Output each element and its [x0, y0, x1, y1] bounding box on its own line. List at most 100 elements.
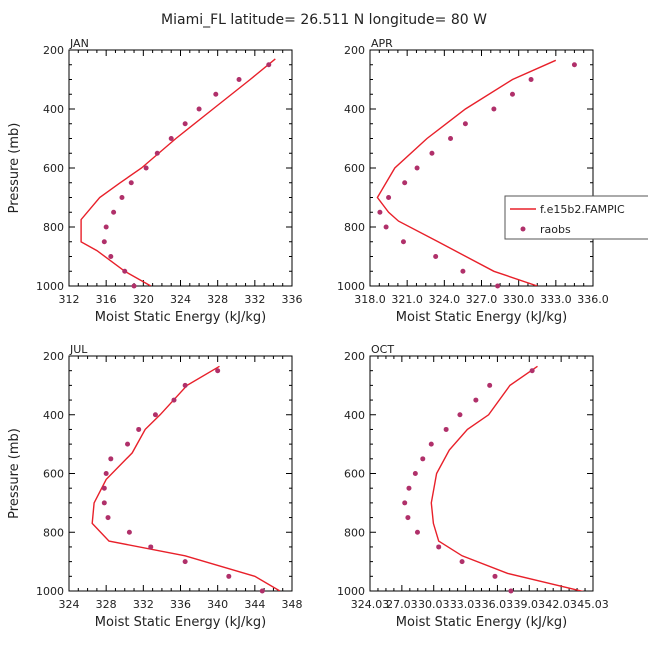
x-tick-label: 45.03: [577, 598, 609, 611]
raobs-point: [182, 121, 188, 127]
raobs-point: [105, 515, 111, 521]
y-tick-label: 200: [43, 350, 64, 363]
raobs-point: [405, 515, 411, 521]
raobs-point: [400, 239, 406, 245]
x-axis-label: Moist Static Energy (kJ/kg): [95, 615, 266, 630]
x-tick-label: 340: [207, 598, 228, 611]
raobs-point: [126, 529, 132, 535]
raobs-point: [406, 485, 412, 491]
x-tick-label: 316: [96, 293, 117, 306]
y-tick-label: 400: [344, 103, 365, 116]
raobs-point: [508, 588, 514, 594]
x-tick-label: 320: [133, 293, 154, 306]
x-axis-label: Moist Static Energy (kJ/kg): [95, 310, 266, 325]
y-axis-label: Pressure (mb): [7, 123, 22, 214]
y-tick-label: 1000: [337, 585, 365, 598]
raobs-point: [148, 544, 154, 550]
y-tick-label: 1000: [337, 280, 365, 293]
raobs-point: [182, 382, 188, 388]
raobs-point: [103, 224, 109, 230]
x-tick-label: 324.0: [429, 293, 461, 306]
raobs-point: [111, 209, 117, 215]
raobs-point: [383, 224, 389, 230]
raobs-point: [152, 412, 158, 418]
raobs-point: [460, 268, 466, 274]
raobs-point: [128, 180, 134, 186]
raobs-point: [528, 77, 534, 82]
y-tick-label: 400: [43, 103, 64, 116]
legend: f.e15b2.FAMPIC raobs: [504, 195, 648, 240]
x-tick-label: 332: [133, 598, 154, 611]
legend-marker-swatch: [520, 226, 526, 232]
raobs-point: [495, 283, 501, 289]
x-tick-label: 332: [244, 293, 265, 306]
x-tick-label: 27.03: [386, 598, 418, 611]
x-axis-label: Moist Static Energy (kJ/kg): [396, 615, 567, 630]
raobs-point: [108, 456, 114, 462]
raobs-point: [459, 559, 465, 565]
raobs-point: [101, 485, 107, 491]
y-tick-label: 200: [344, 350, 365, 363]
figure-title: Miami_FL latitude= 26.511 N longitude= 8…: [161, 12, 487, 28]
x-tick-label: 333.0: [540, 293, 572, 306]
y-tick-label: 800: [344, 526, 365, 539]
raobs-point: [571, 62, 577, 68]
raobs-point: [448, 136, 454, 141]
x-tick-label: 318.0: [354, 293, 386, 306]
raobs-point: [443, 426, 449, 432]
x-tick-label: 321.0: [391, 293, 423, 306]
raobs-point: [457, 412, 463, 418]
y-tick-label: 600: [344, 162, 365, 175]
raobs-point: [414, 529, 420, 535]
y-tick-label: 800: [43, 221, 64, 234]
raobs-point: [131, 283, 137, 289]
x-tick-label: 327.0: [466, 293, 498, 306]
y-tick-label: 800: [43, 526, 64, 539]
raobs-point: [266, 62, 272, 68]
raobs-point: [491, 106, 497, 112]
raobs-point: [377, 209, 383, 215]
y-tick-label: 400: [344, 409, 365, 422]
raobs-point: [168, 136, 174, 141]
raobs-point: [433, 254, 439, 259]
raobs-point: [436, 544, 442, 550]
raobs-point: [236, 77, 242, 82]
y-tick-label: 200: [344, 44, 365, 57]
raobs-point: [259, 588, 265, 594]
x-tick-label: 336: [170, 598, 191, 611]
panel-title: APR: [371, 37, 393, 50]
raobs-point: [462, 121, 468, 127]
x-tick-label: 33.03: [450, 598, 482, 611]
raobs-point: [136, 426, 142, 432]
x-tick-label: 344: [244, 598, 265, 611]
raobs-point: [213, 91, 219, 97]
plot-frame: [68, 49, 293, 287]
plot-frame: [369, 355, 594, 592]
x-tick-label: 36.03: [482, 598, 514, 611]
y-tick-label: 600: [43, 162, 64, 175]
raobs-point: [412, 471, 418, 476]
raobs-point: [529, 368, 535, 374]
x-tick-label: 30.03: [418, 598, 450, 611]
panel-title: JUL: [69, 343, 88, 356]
raobs-point: [492, 573, 498, 579]
x-tick-label: 324: [59, 598, 80, 611]
raobs-point: [182, 559, 188, 565]
model-profile-line: [80, 58, 276, 286]
raobs-point: [154, 150, 160, 156]
raobs-point: [509, 91, 515, 97]
legend-box: [504, 195, 648, 240]
x-tick-label: 324.03: [351, 598, 390, 611]
raobs-point: [171, 397, 177, 403]
x-tick-label: 336.0: [577, 293, 609, 306]
raobs-point: [215, 368, 221, 374]
x-tick-label: 330.0: [503, 293, 535, 306]
y-tick-label: 200: [43, 44, 64, 57]
x-tick-label: 328: [207, 293, 228, 306]
x-tick-label: 336: [282, 293, 303, 306]
plot-frame: [369, 49, 594, 287]
y-axis-label: Pressure (mb): [7, 428, 22, 519]
x-tick-label: 328: [96, 598, 117, 611]
